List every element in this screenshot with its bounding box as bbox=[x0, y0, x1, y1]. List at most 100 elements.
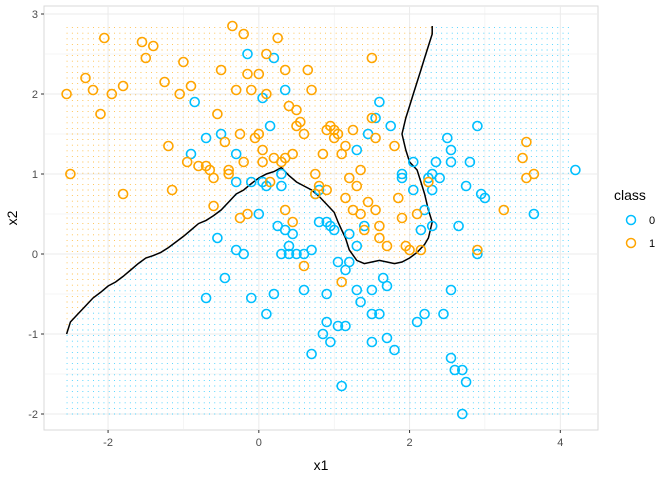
data-point-class-1 bbox=[80, 72, 91, 84]
x-axis-title: x1 bbox=[314, 457, 329, 473]
data-point-class-1 bbox=[242, 68, 253, 80]
data-point-class-0 bbox=[445, 284, 457, 296]
data-point-class-1 bbox=[336, 276, 348, 288]
x-tick-label: 2 bbox=[407, 437, 413, 449]
data-point-class-0 bbox=[332, 320, 344, 332]
data-point-class-1 bbox=[238, 28, 249, 40]
y-tick-label: 3 bbox=[32, 9, 38, 21]
data-point-class-0 bbox=[253, 208, 265, 220]
data-point-class-0 bbox=[381, 332, 393, 344]
data-point-class-1 bbox=[381, 240, 393, 252]
data-point-class-1 bbox=[374, 220, 385, 232]
data-point-class-1 bbox=[370, 204, 381, 216]
data-point-class-0 bbox=[377, 272, 389, 284]
data-point-class-1 bbox=[351, 180, 363, 192]
data-point-class-0 bbox=[370, 112, 381, 124]
data-point-class-1 bbox=[99, 32, 110, 44]
data-point-class-0 bbox=[219, 272, 231, 284]
data-point-class-1 bbox=[287, 216, 299, 228]
data-point-class-0 bbox=[343, 228, 355, 240]
data-point-class-1 bbox=[65, 168, 76, 180]
data-point-class-0 bbox=[445, 352, 457, 364]
data-point-class-0 bbox=[366, 284, 378, 296]
data-point-class-0 bbox=[445, 156, 457, 168]
data-point-class-1 bbox=[193, 160, 204, 172]
data-point-class-0 bbox=[460, 180, 472, 192]
data-point-class-1 bbox=[362, 196, 374, 208]
data-point-class-0 bbox=[343, 256, 355, 268]
data-point-class-1 bbox=[257, 144, 268, 156]
data-point-class-1 bbox=[279, 64, 291, 76]
data-point-class-0 bbox=[317, 328, 329, 340]
data-point-class-0 bbox=[407, 156, 419, 168]
data-point-class-0 bbox=[351, 144, 363, 156]
data-point-class-1 bbox=[287, 148, 299, 160]
x-axis: -2 0 2 4 bbox=[103, 437, 563, 449]
legend-key-class-1 bbox=[625, 237, 637, 249]
data-point-class-1 bbox=[291, 104, 302, 116]
data-point-class-0 bbox=[396, 172, 408, 184]
data-point-class-1 bbox=[238, 156, 249, 168]
data-point-class-1 bbox=[317, 148, 329, 160]
data-point-class-0 bbox=[189, 96, 200, 108]
data-point-class-0 bbox=[200, 132, 212, 144]
data-point-class-1 bbox=[117, 188, 129, 200]
data-point-class-1 bbox=[208, 172, 219, 184]
data-point-class-1 bbox=[185, 80, 197, 92]
data-point-class-1 bbox=[415, 244, 427, 256]
data-point-class-0 bbox=[411, 316, 423, 328]
data-point-class-0 bbox=[313, 216, 325, 228]
data-point-class-0 bbox=[445, 144, 457, 156]
data-point-class-0 bbox=[419, 308, 430, 320]
data-point-class-0 bbox=[453, 220, 464, 232]
x-tick-label: 4 bbox=[557, 437, 563, 449]
data-point-class-1 bbox=[181, 156, 193, 168]
data-point-class-0 bbox=[230, 176, 242, 188]
data-point-class-0 bbox=[325, 336, 336, 348]
data-point-class-1 bbox=[178, 56, 189, 68]
data-point-class-0 bbox=[321, 288, 333, 300]
x-tick-label: 0 bbox=[256, 437, 262, 449]
data-point-class-0 bbox=[351, 240, 363, 252]
data-point-class-1 bbox=[340, 192, 351, 204]
data-point-class-1 bbox=[404, 244, 415, 256]
data-point-class-0 bbox=[407, 184, 419, 196]
data-point-class-1 bbox=[174, 88, 185, 100]
data-point-class-0 bbox=[261, 308, 272, 320]
data-point-class-1 bbox=[219, 136, 231, 148]
data-point-class-1 bbox=[264, 176, 276, 188]
data-point-class-1 bbox=[498, 204, 510, 216]
data-point-class-0 bbox=[423, 172, 434, 184]
data-point-class-1 bbox=[95, 108, 106, 120]
data-point-class-0 bbox=[415, 224, 427, 236]
data-point-class-1 bbox=[148, 40, 159, 52]
data-point-class-0 bbox=[449, 364, 461, 376]
y-tick-label: -2 bbox=[28, 409, 38, 421]
data-point-class-1 bbox=[272, 32, 284, 44]
data-point-class-1 bbox=[234, 212, 246, 224]
data-point-class-0 bbox=[472, 120, 483, 132]
legend-label-class-0: 0 bbox=[649, 215, 655, 227]
data-point-class-0 bbox=[287, 228, 299, 240]
data-point-class-1 bbox=[472, 244, 483, 256]
y-tick-label: 1 bbox=[32, 169, 38, 181]
data-point-class-0 bbox=[456, 408, 468, 420]
data-point-class-0 bbox=[472, 248, 483, 260]
data-point-class-0 bbox=[246, 176, 257, 188]
data-point-class-0 bbox=[276, 168, 287, 180]
legend: class 0 1 bbox=[614, 187, 655, 250]
data-point-class-0 bbox=[306, 348, 317, 360]
data-point-class-0 bbox=[279, 84, 291, 96]
data-point-class-1 bbox=[517, 152, 528, 164]
data-point-class-0 bbox=[528, 208, 540, 220]
data-point-class-0 bbox=[230, 148, 242, 160]
data-point-class-1 bbox=[261, 88, 272, 100]
data-point-class-0 bbox=[242, 48, 253, 60]
data-point-class-0 bbox=[430, 156, 442, 168]
data-point-class-0 bbox=[340, 320, 351, 332]
data-point-class-1 bbox=[208, 200, 219, 212]
data-point-class-1 bbox=[340, 140, 351, 152]
data-point-class-1 bbox=[230, 84, 242, 96]
data-point-class-1 bbox=[117, 80, 129, 92]
